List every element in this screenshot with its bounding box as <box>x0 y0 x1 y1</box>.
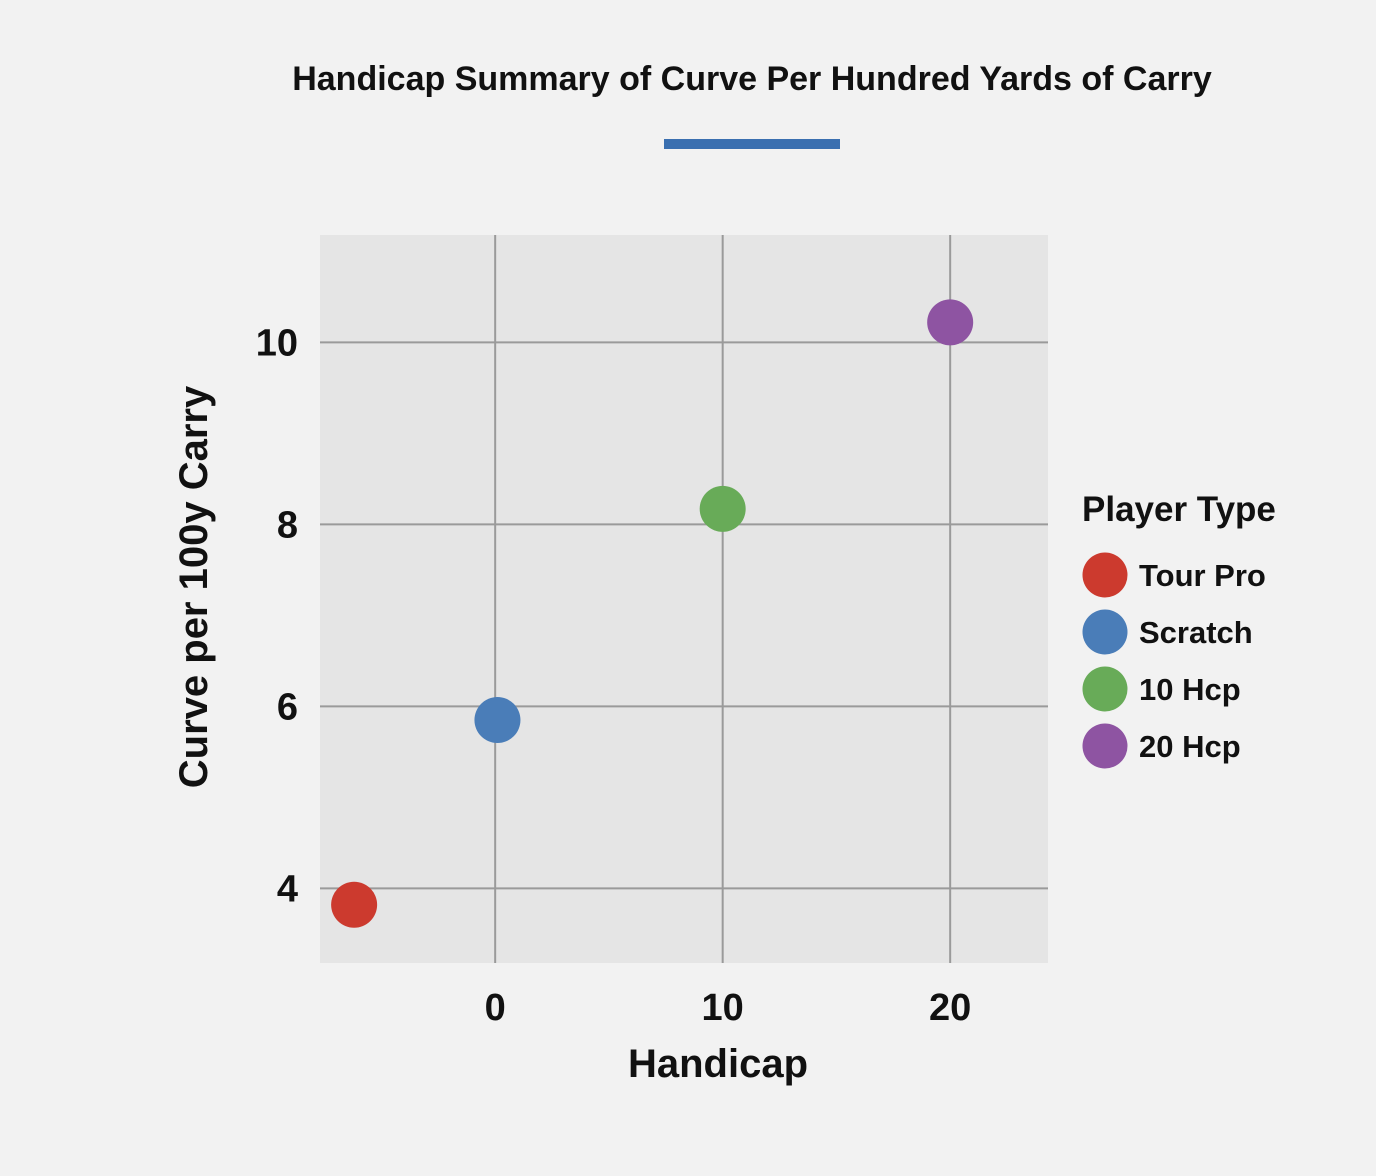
legend-label: Scratch <box>1139 615 1253 650</box>
y-tick-label: 4 <box>277 868 298 910</box>
y-tick-label: 10 <box>256 322 298 364</box>
data-point <box>331 881 378 928</box>
data-point <box>474 697 521 744</box>
y-axis-ticks: 4 6 8 10 <box>256 322 298 910</box>
legend-label: Tour Pro <box>1139 558 1266 593</box>
y-tick-label: 6 <box>277 686 298 728</box>
legend-title: Player Type <box>1082 490 1276 529</box>
x-axis-ticks: 0 10 20 <box>485 987 972 1029</box>
data-point <box>699 485 746 532</box>
legend-marker <box>1082 609 1128 655</box>
legend-items: Tour Pro Scratch 10 Hcp 20 Hcp <box>1082 552 1266 769</box>
x-tick-label: 10 <box>702 987 744 1029</box>
chart-title: Handicap Summary of Curve Per Hundred Ya… <box>292 60 1212 98</box>
legend-marker <box>1082 552 1128 598</box>
x-tick-label: 20 <box>929 987 971 1029</box>
legend-label: 10 Hcp <box>1139 672 1241 707</box>
plot-area <box>320 235 1048 963</box>
data-point <box>927 299 974 346</box>
y-tick-label: 8 <box>277 504 298 546</box>
y-axis-label: Curve per 100y Carry <box>172 385 216 788</box>
data-points <box>331 299 974 928</box>
legend-marker <box>1082 723 1128 769</box>
legend-label: 20 Hcp <box>1139 729 1241 764</box>
x-tick-label: 0 <box>485 987 506 1029</box>
title-underline <box>664 139 840 149</box>
grid <box>320 235 1048 963</box>
x-axis-label: Handicap <box>628 1042 808 1086</box>
legend: Player Type Tour Pro Scratch 10 Hcp 20 Hcp <box>1082 490 1276 769</box>
legend-marker <box>1082 666 1128 712</box>
